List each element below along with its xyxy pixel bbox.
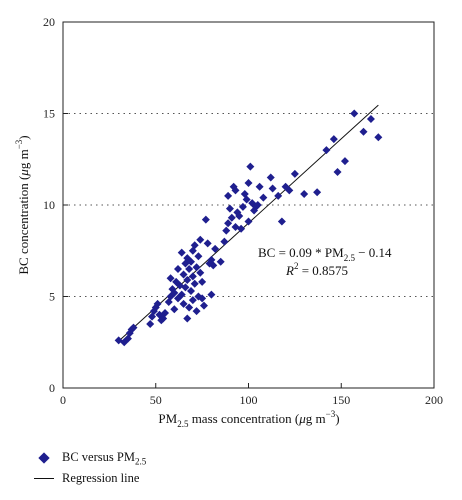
data-point: [198, 294, 207, 303]
data-point: [220, 237, 229, 246]
tick-labels: 0 50 100 150 200 0 5 10 15 20: [43, 15, 443, 407]
data-point: [203, 239, 212, 248]
data-point: [211, 244, 220, 253]
data-point: [179, 299, 188, 308]
data-point: [268, 184, 277, 193]
legend-item-scatter: BC versus PM2.5: [34, 448, 146, 468]
data-point: [277, 217, 286, 226]
legend-item-line: Regression line: [34, 468, 146, 488]
data-point: [224, 191, 233, 200]
line-marker-icon: [34, 468, 54, 488]
x-tick-label: 200: [425, 393, 443, 407]
data-point: [231, 186, 240, 195]
data-point: [192, 307, 201, 316]
data-point: [185, 265, 194, 274]
data-point: [161, 308, 170, 317]
data-point: [374, 133, 383, 142]
data-point: [366, 114, 375, 123]
data-point: [196, 235, 205, 244]
data-point: [153, 299, 162, 308]
data-point: [255, 182, 264, 191]
data-point: [235, 211, 244, 220]
legend: BC versus PM2.5 Regression line: [34, 448, 146, 488]
data-point: [201, 215, 210, 224]
y-tick-label: 0: [49, 381, 55, 395]
data-point: [224, 219, 233, 228]
grid-lines: [63, 113, 434, 297]
data-point: [333, 168, 342, 177]
r-squared-annotation: R2 = 0.8575: [285, 261, 348, 278]
data-point: [192, 263, 201, 272]
data-point: [285, 186, 294, 195]
data-point: [246, 162, 255, 171]
x-tick-label: 50: [150, 393, 162, 407]
data-point: [188, 296, 197, 305]
data-point: [259, 193, 268, 202]
legend-label-line: Regression line: [62, 470, 140, 485]
x-axis-title: PM2.5 mass concentration (μg m−3): [158, 409, 339, 429]
data-point: [196, 268, 205, 277]
data-point: [183, 314, 192, 323]
equation-annotation: BC = 0.09 * PM2.5 − 0.14: [258, 245, 392, 263]
data-point: [199, 301, 208, 310]
data-point: [186, 257, 195, 266]
data-point: [188, 272, 197, 281]
diamond-marker-icon: [34, 448, 54, 468]
data-point: [194, 252, 203, 261]
data-point: [183, 276, 192, 285]
y-axis-title: BC concentration (μg m−3): [14, 135, 31, 274]
data-point: [244, 179, 253, 188]
data-point: [237, 224, 246, 233]
y-tick-label: 20: [43, 15, 55, 29]
data-point: [227, 213, 236, 222]
data-point: [185, 303, 194, 312]
data-point: [129, 323, 138, 332]
data-point: [274, 191, 283, 200]
scatter-chart: 0 50 100 150 200 0 5 10 15 20 PM2.5 mass concentr…: [14, 15, 443, 429]
data-point: [242, 195, 251, 204]
data-point: [186, 287, 195, 296]
data-point: [290, 169, 299, 178]
data-point: [209, 261, 218, 270]
data-point: [225, 204, 234, 213]
data-point: [198, 277, 207, 286]
y-tick-label: 15: [43, 107, 55, 121]
data-point: [170, 288, 179, 297]
data-point: [177, 290, 186, 299]
data-point: [181, 283, 190, 292]
data-point: [166, 274, 175, 283]
data-point: [350, 109, 359, 118]
data-point: [222, 226, 231, 235]
data-point: [322, 146, 331, 155]
axis-ticks: [62, 21, 435, 389]
data-point: [170, 305, 179, 314]
data-point: [359, 127, 368, 136]
data-point: [300, 190, 309, 199]
data-point: [216, 257, 225, 266]
data-point: [146, 319, 155, 328]
data-point: [313, 188, 322, 197]
data-point: [340, 157, 349, 166]
x-tick-label: 100: [240, 393, 258, 407]
data-point: [190, 279, 199, 288]
data-point: [207, 290, 216, 299]
data-point: [174, 265, 183, 274]
data-point: [244, 217, 253, 226]
data-point: [238, 202, 247, 211]
data-points: [114, 109, 383, 347]
legend-label-scatter: BC versus PM2.5: [62, 449, 147, 467]
y-tick-label: 5: [49, 290, 55, 304]
data-point: [177, 248, 186, 257]
data-point: [190, 241, 199, 250]
data-point: [266, 173, 275, 182]
data-point: [253, 201, 262, 209]
data-point: [329, 135, 338, 144]
x-tick-label: 150: [332, 393, 350, 407]
x-tick-label: 0: [60, 393, 66, 407]
y-tick-label: 10: [43, 198, 55, 212]
data-point: [179, 270, 188, 279]
